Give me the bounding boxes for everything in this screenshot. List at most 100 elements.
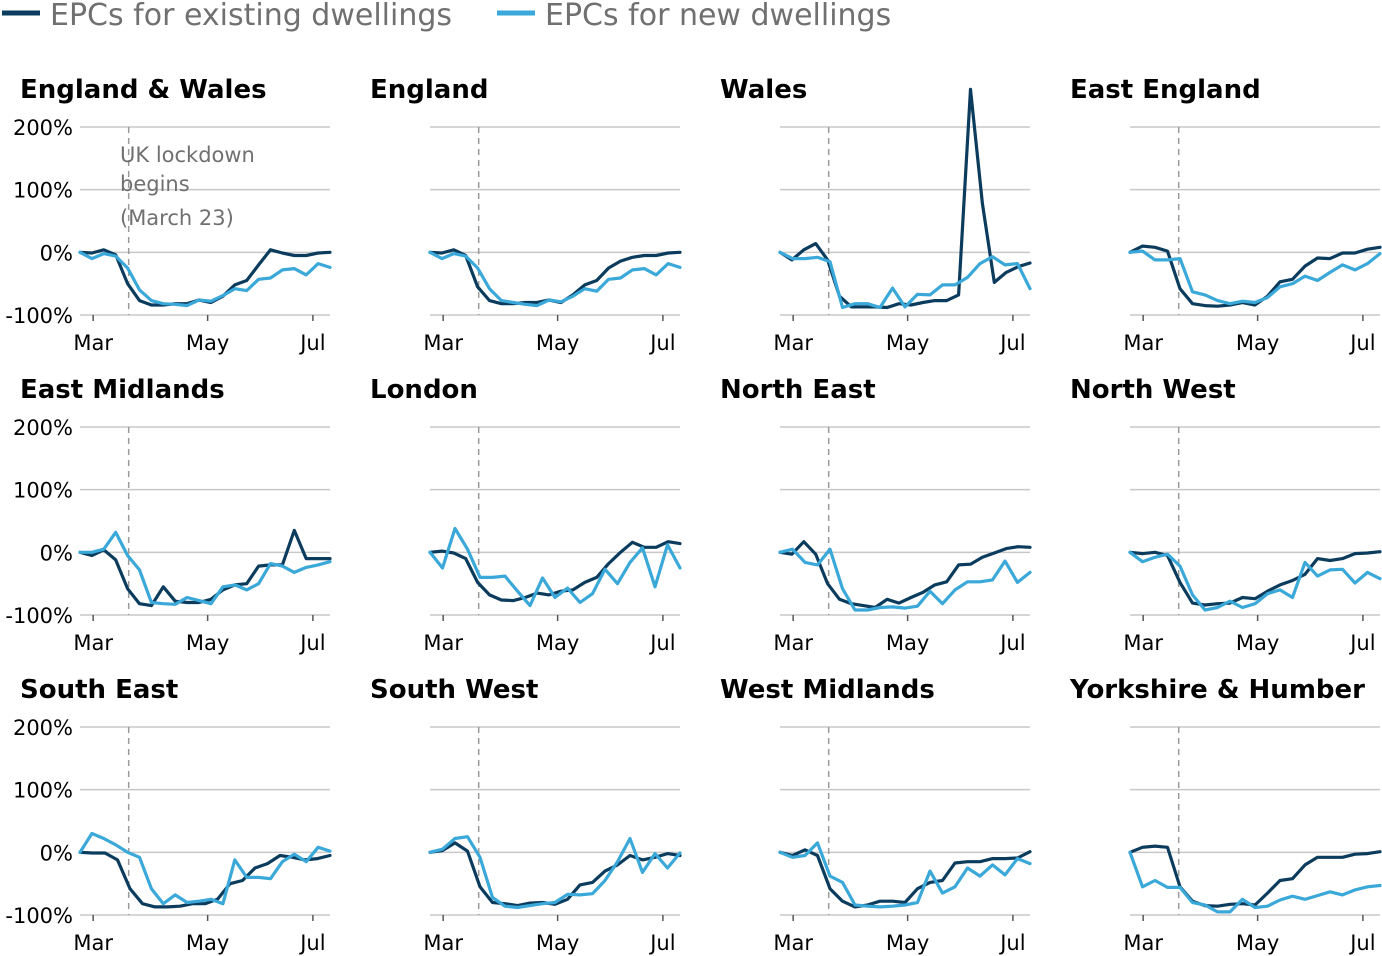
x-tick-label: Mar — [773, 331, 813, 355]
legend-label-existing: EPCs for existing dwellings — [50, 0, 452, 33]
series-line-new: EPCs for new dwellings — [78, 831, 332, 906]
panel-title: North East — [720, 375, 876, 405]
x-tick-label: May — [536, 631, 579, 655]
series-line-new: EPCs for new dwellings — [1128, 850, 1382, 914]
y-tick-label: 0% — [40, 541, 73, 565]
x-tick-label: Mar — [423, 331, 463, 355]
x-tick-label: May — [186, 931, 229, 955]
panel-11: Yorkshire & Humber Mar May Jul EPCs for exis… — [1069, 675, 1382, 955]
panel-title: East England — [1070, 75, 1261, 105]
y-tick-label: 100% — [13, 779, 73, 803]
panel-title: England — [370, 75, 488, 105]
panel-2: Wales Mar May Jul EPCs for existing dwelling… — [720, 75, 1032, 355]
panel-3: East England Mar May Jul EPCs for existing d… — [1070, 75, 1382, 355]
series-line-existing: EPCs for existing dwellings — [428, 540, 682, 603]
x-tick-label: Jul — [648, 631, 675, 655]
x-tick-label: Jul — [298, 331, 325, 355]
panel-10: West Midlands Mar May Jul EPCs for existing … — [720, 675, 1032, 955]
series-line-existing: EPCs for existing dwellings — [1128, 550, 1382, 607]
lockdown-annotation: UK lockdown — [120, 143, 255, 167]
panel-title: England & Wales — [20, 75, 267, 105]
y-tick-label: 0% — [40, 841, 73, 865]
y-tick-label: 100% — [13, 479, 73, 503]
series-line-new: EPCs for new dwellings — [78, 530, 332, 606]
series-line-existing: EPCs for existing dwellings — [1128, 244, 1382, 308]
x-tick-label: Jul — [1348, 331, 1375, 355]
panel-0: England & Wales 200% 100% 0% -100%Mar May Jul U… — [5, 75, 332, 355]
panel-7: North West Mar May Jul EPCs for existing dwe… — [1070, 375, 1382, 655]
series-line-new: EPCs for new dwellings — [428, 250, 682, 308]
series-line-new: EPCs for new dwellings — [78, 250, 332, 308]
series-line-existing: EPCs for existing dwellings — [78, 528, 332, 608]
panel-title: West Midlands — [720, 675, 935, 705]
panel-4: East Midlands 200% 100% 0% -100%Mar May Jul EPC… — [5, 375, 332, 655]
x-tick-label: Mar — [423, 931, 463, 955]
x-tick-label: Jul — [648, 931, 675, 955]
y-tick-label: 200% — [13, 416, 73, 440]
x-tick-label: Mar — [773, 631, 813, 655]
series-line-existing: EPCs for existing dwellings — [778, 87, 1032, 310]
x-tick-label: Mar — [773, 931, 813, 955]
x-tick-label: May — [536, 331, 579, 355]
x-tick-label: Mar — [73, 331, 113, 355]
x-tick-label: Jul — [648, 331, 675, 355]
x-tick-label: May — [886, 631, 929, 655]
x-tick-label: May — [886, 931, 929, 955]
panel-title: South West — [370, 675, 538, 705]
y-tick-label: 200% — [13, 716, 73, 740]
y-tick-label: 100% — [13, 179, 73, 203]
panel-title: Yorkshire & Humber — [1069, 675, 1365, 705]
x-tick-label: May — [1236, 331, 1279, 355]
series-line-new: EPCs for new dwellings — [428, 835, 682, 910]
series-line-new: EPCs for new dwellings — [1128, 550, 1382, 612]
series-line-new: EPCs for new dwellings — [778, 250, 1032, 310]
series-line-new: EPCs for new dwellings — [778, 547, 1032, 612]
series-line-new: EPCs for new dwellings — [1128, 249, 1382, 306]
legend: EPCs for existing dwellings EPCs for new… — [2, 0, 891, 33]
x-tick-label: Jul — [1348, 631, 1375, 655]
y-tick-label: -100% — [5, 604, 73, 628]
x-tick-label: Jul — [998, 331, 1025, 355]
y-tick-label: 0% — [40, 241, 73, 265]
panel-title: London — [370, 375, 478, 405]
series-line-new: EPCs for new dwellings — [428, 526, 682, 608]
series-line-existing: EPCs for existing dwellings — [778, 540, 1032, 610]
x-tick-label: Jul — [998, 931, 1025, 955]
x-tick-label: May — [1236, 931, 1279, 955]
x-tick-label: Mar — [73, 931, 113, 955]
x-tick-label: Mar — [1123, 331, 1163, 355]
y-tick-label: -100% — [5, 904, 73, 928]
panel-5: London Mar May Jul EPCs for existing dwellin… — [370, 375, 682, 655]
series-line-existing: EPCs for existing dwellings — [778, 848, 1032, 909]
lockdown-annotation: (March 23) — [120, 206, 234, 230]
y-tick-label: -100% — [5, 304, 73, 328]
panel-title: Wales — [720, 75, 807, 105]
panel-8: South East 200% 100% 0% -100%Mar May Jul EPCs f… — [5, 675, 332, 955]
x-tick-label: Mar — [1123, 931, 1163, 955]
series-line-existing: EPCs for existing dwellings — [1128, 844, 1382, 908]
legend-label-new: EPCs for new dwellings — [545, 0, 891, 33]
x-tick-label: Jul — [298, 631, 325, 655]
x-tick-label: May — [1236, 631, 1279, 655]
x-tick-label: Mar — [73, 631, 113, 655]
panel-6: North East Mar May Jul EPCs for existing dwe… — [720, 375, 1032, 655]
series-line-new: EPCs for new dwellings — [778, 841, 1032, 909]
x-tick-label: Jul — [998, 631, 1025, 655]
x-tick-label: Mar — [1123, 631, 1163, 655]
y-tick-label: 200% — [13, 116, 73, 140]
x-tick-label: Mar — [423, 631, 463, 655]
x-tick-label: Jul — [1348, 931, 1375, 955]
x-tick-label: May — [886, 331, 929, 355]
x-tick-label: May — [186, 331, 229, 355]
panel-title: North West — [1070, 375, 1236, 405]
x-tick-label: May — [536, 931, 579, 955]
x-tick-label: May — [186, 631, 229, 655]
panel-title: East Midlands — [20, 375, 225, 405]
x-tick-label: Jul — [298, 931, 325, 955]
lockdown-annotation: begins — [120, 172, 190, 196]
panel-title: South East — [20, 675, 178, 705]
